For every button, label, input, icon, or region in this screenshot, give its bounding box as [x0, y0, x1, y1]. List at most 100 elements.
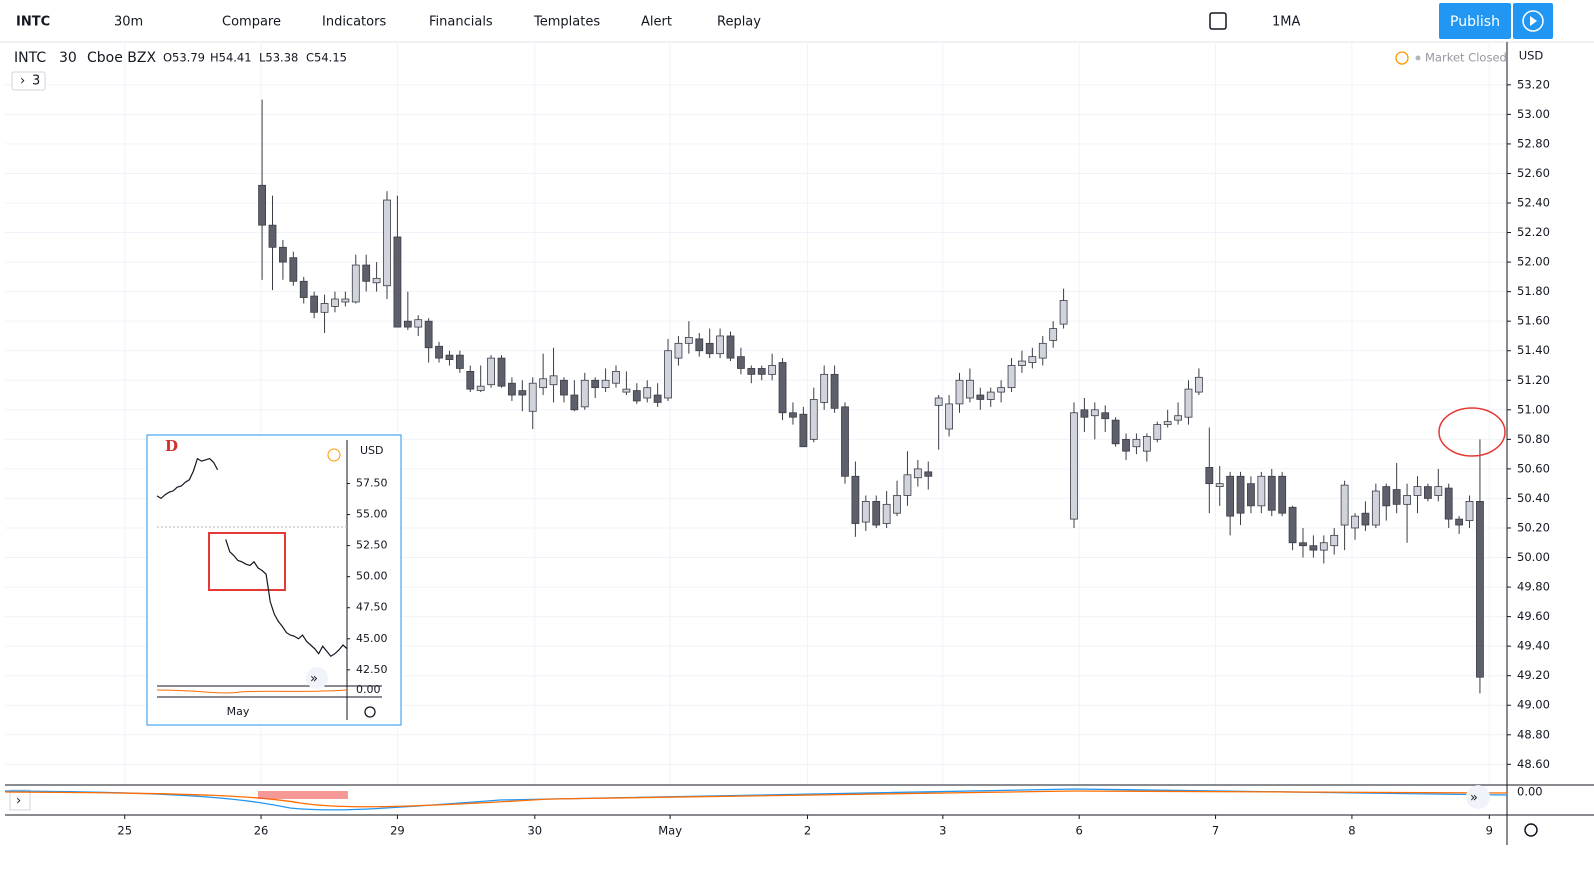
toolbar-button[interactable]: Replay — [717, 15, 761, 30]
symbol[interactable]: INTC — [16, 15, 50, 30]
candle-body — [882, 503, 891, 524]
publish-button[interactable] — [1439, 3, 1511, 39]
candle-body — [1423, 486, 1432, 499]
candle-body — [1070, 412, 1078, 520]
toolbar-button[interactable]: Templates — [533, 15, 600, 30]
candle-body — [1444, 487, 1453, 520]
macd-toggle[interactable] — [9, 789, 31, 811]
publish-label[interactable]: Publish — [1450, 14, 1500, 30]
candle-body — [414, 319, 423, 328]
pane-counter[interactable]: 3 — [32, 74, 40, 89]
scroll-button[interactable] — [1466, 785, 1490, 809]
y-tick-label: 48.80 — [1517, 727, 1550, 741]
candle-body — [695, 338, 704, 352]
candle-body — [705, 342, 714, 355]
candle-body — [622, 388, 631, 393]
candle-body — [435, 345, 443, 359]
candle-body — [1215, 483, 1224, 488]
candle-body — [830, 373, 839, 409]
play-icon — [1522, 10, 1544, 32]
x-tick-label: 8 — [1348, 824, 1355, 838]
inset-macd-label: 0.00 — [356, 683, 381, 696]
candle-body — [372, 277, 381, 284]
inset-scroll[interactable] — [306, 667, 328, 689]
candle-body — [1028, 356, 1037, 363]
toolbar-button[interactable]: Compare — [222, 15, 281, 30]
currency: USD — [1519, 49, 1544, 63]
candle-body — [1163, 421, 1172, 425]
inset-y-label: 55.00 — [356, 508, 388, 521]
inset-title: D — [165, 437, 178, 455]
toolbar-button[interactable]: Alert — [641, 15, 672, 30]
candle-body — [1205, 467, 1214, 485]
y-tick-label: 49.00 — [1517, 698, 1550, 712]
y-tick-label: 50.80 — [1517, 432, 1550, 446]
candle-body — [455, 354, 464, 369]
indicator[interactable]: 1MA — [1272, 15, 1300, 30]
ohlc-value: H54.41 — [210, 51, 252, 65]
inset-frame — [146, 434, 402, 726]
y-tick-label: 48.60 — [1517, 757, 1550, 771]
y-tick-label: 50.00 — [1517, 550, 1550, 564]
candle-body — [1059, 300, 1068, 325]
candle-body — [1174, 415, 1182, 421]
candle-body — [809, 399, 818, 440]
candle-body — [1049, 328, 1058, 341]
settings-icon[interactable] — [1524, 823, 1538, 837]
candle-body — [528, 382, 537, 412]
candle-body — [331, 298, 339, 307]
candle-body — [591, 379, 600, 389]
pane-counter-box[interactable] — [11, 71, 46, 91]
inset-settings[interactable] — [364, 706, 376, 718]
candle-body — [841, 406, 849, 477]
candle-body — [851, 475, 860, 524]
toolbar-button[interactable]: Indicators — [322, 15, 386, 30]
candle-body — [497, 357, 506, 387]
candle-body — [1465, 500, 1474, 521]
candle-body — [872, 500, 881, 526]
candle-body — [1153, 424, 1162, 440]
candle-body — [653, 394, 662, 403]
chevron: › — [20, 74, 25, 89]
status-dot — [1415, 55, 1421, 61]
y-tick-label: 53.20 — [1517, 77, 1550, 91]
candle-body — [1403, 495, 1411, 505]
inset-warning — [327, 448, 341, 462]
candle-body — [768, 365, 777, 375]
candle-body — [424, 320, 433, 349]
toolbar-button[interactable]: Financials — [429, 15, 493, 30]
candle-body — [393, 236, 402, 328]
candle-body — [1007, 365, 1016, 389]
layout-icon[interactable] — [1209, 12, 1227, 30]
y-tick-label: 51.80 — [1517, 284, 1550, 298]
candle-body — [320, 303, 329, 313]
inset-line — [156, 457, 348, 657]
candle-body — [341, 298, 350, 303]
candle-body — [476, 385, 485, 392]
candle-body — [1278, 475, 1287, 514]
candle-body — [716, 335, 724, 355]
macd-histogram — [258, 791, 348, 799]
candle-body — [383, 199, 391, 287]
legend-exchange: Cboe BZX — [87, 50, 156, 66]
y-tick-label: 49.40 — [1517, 639, 1550, 653]
candle-body — [1288, 506, 1297, 544]
candle-body — [1319, 542, 1328, 551]
candle-body — [966, 379, 974, 399]
inset-scroll-icon: » — [310, 672, 318, 687]
x-tick-label: 29 — [390, 824, 405, 838]
candle-body — [1122, 438, 1130, 452]
macd-tick-label: 0.00 — [1517, 785, 1543, 799]
candle-body — [632, 390, 641, 402]
candle-body — [726, 335, 735, 359]
candle-body — [747, 368, 756, 375]
x-tick-label: 6 — [1076, 824, 1083, 838]
interval[interactable]: 30m — [114, 15, 143, 30]
y-tick-label: 51.60 — [1517, 314, 1550, 328]
annotation-ellipse — [1438, 407, 1506, 457]
inset-chart — [146, 434, 402, 726]
ohlc-value: C54.15 — [306, 51, 347, 65]
legend-symbol: INTC — [14, 50, 46, 66]
x-tick-label: May — [658, 824, 682, 838]
candle-body — [289, 257, 298, 282]
